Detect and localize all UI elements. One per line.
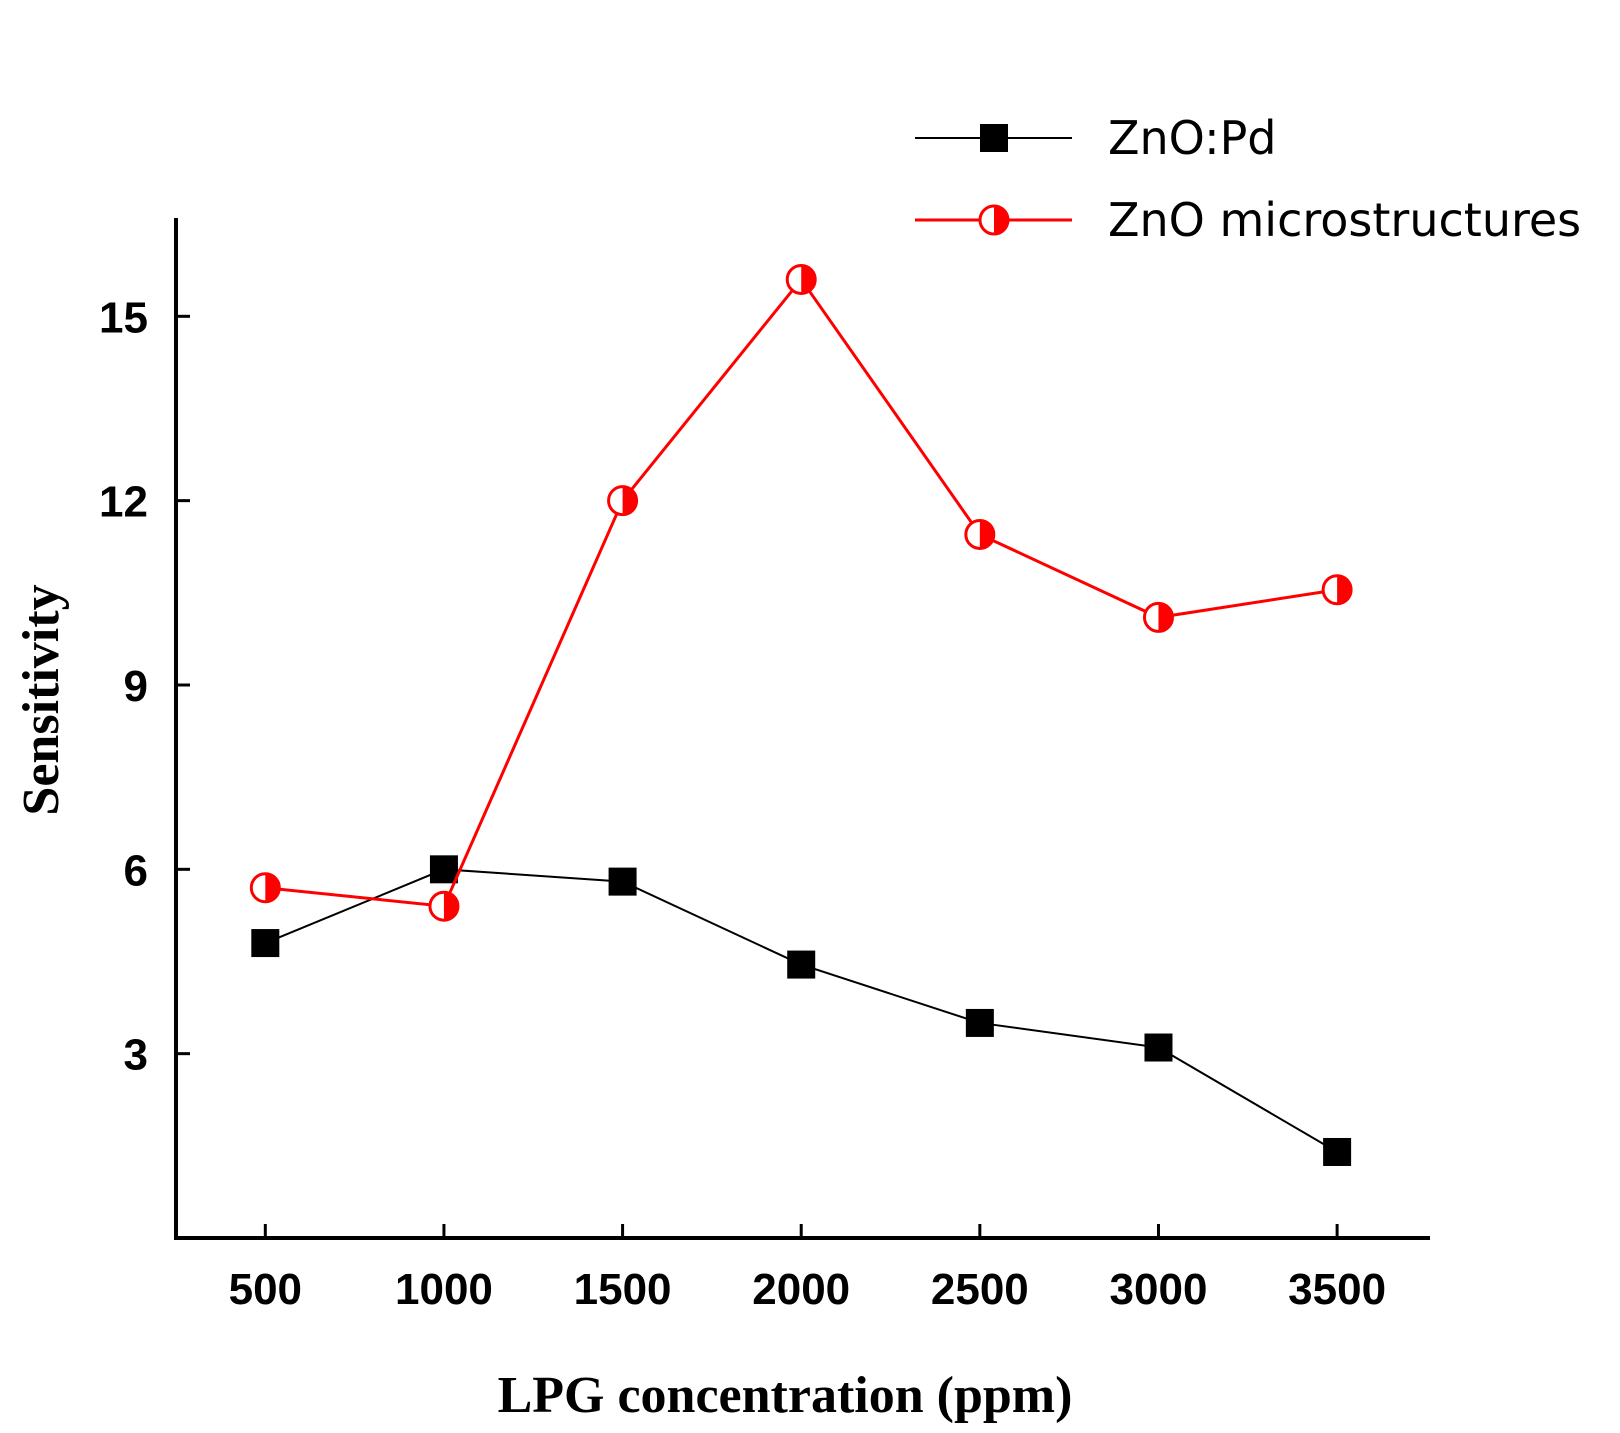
- y-tick-label: 6: [124, 846, 148, 895]
- data-point: [964, 518, 996, 550]
- data-point: [1321, 574, 1353, 606]
- y-axis-title: Sensitivity: [13, 584, 70, 815]
- data-point: [607, 485, 639, 517]
- x-tick-label: 1000: [395, 1265, 493, 1314]
- axes: [174, 218, 1430, 1240]
- series-line: [264, 868, 1338, 1153]
- y-tick-label: 9: [124, 662, 148, 711]
- data-point: [429, 855, 458, 884]
- legend-item: ZnO:Pd: [915, 111, 1277, 165]
- series-zno-microstructures: [249, 263, 1353, 922]
- data-point: [428, 890, 460, 922]
- x-tick-label: 2000: [752, 1265, 850, 1314]
- legend-label: ZnO:Pd: [1108, 111, 1277, 165]
- x-tick-label: 500: [229, 1265, 302, 1314]
- data-point: [787, 950, 816, 979]
- x-ticks: 500 1000 1500 2000 2500 3000 3500: [229, 1224, 1386, 1314]
- x-tick-label: 3000: [1110, 1265, 1208, 1314]
- legend-marker: [980, 124, 1008, 152]
- series-line: [265, 276, 1338, 908]
- data-point: [608, 867, 637, 896]
- y-ticks: 3 6 9 12 15: [99, 293, 190, 1080]
- data-point: [965, 1008, 994, 1037]
- data-point: [1323, 1137, 1352, 1166]
- y-tick-label: 12: [99, 478, 148, 527]
- x-tick-label: 2500: [931, 1265, 1029, 1314]
- series-znopd: [251, 855, 1352, 1166]
- y-tick-label: 3: [124, 1031, 148, 1080]
- x-tick-label: 3500: [1288, 1265, 1386, 1314]
- data-point: [251, 929, 280, 958]
- series-group: [249, 263, 1353, 1166]
- data-point: [1144, 1033, 1173, 1062]
- x-tick-label: 1500: [574, 1265, 672, 1314]
- x-axis-title: LPG concentration (ppm): [498, 1367, 1073, 1424]
- data-point: [785, 263, 817, 295]
- legend-marker: [978, 204, 1010, 236]
- data-point: [1142, 601, 1174, 633]
- legend: ZnO:Pd ZnO microstructures: [915, 111, 1581, 247]
- legend-item: ZnO microstructures: [915, 193, 1581, 247]
- legend-label: ZnO microstructures: [1108, 193, 1581, 247]
- y-tick-label: 15: [99, 293, 148, 342]
- data-point: [249, 872, 281, 904]
